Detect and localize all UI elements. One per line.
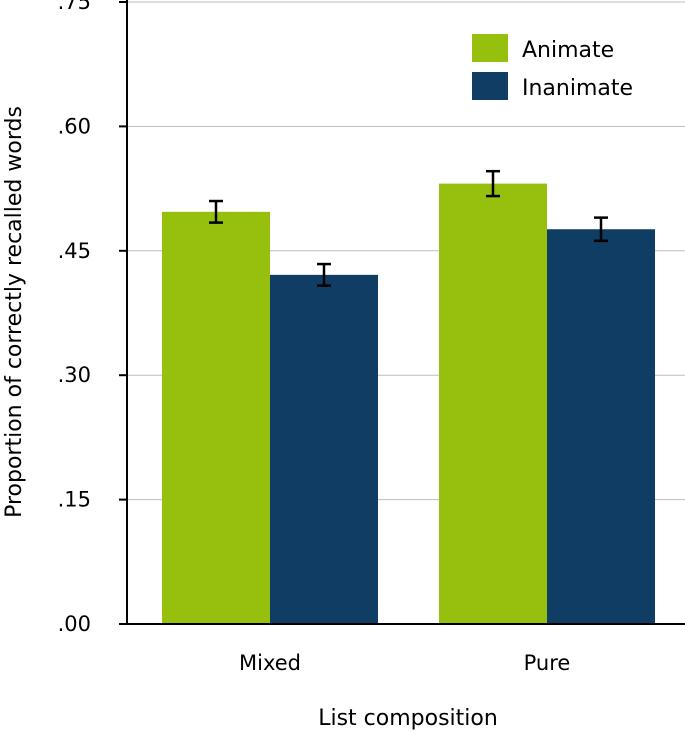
y-tick-label: .75: [58, 0, 91, 14]
legend: Animate Inanimate: [472, 34, 633, 101]
x-tick-label: Mixed: [239, 651, 301, 675]
legend-swatch-inanimate: [472, 72, 508, 100]
x-axis-title: List composition: [318, 706, 498, 731]
y-tick-label: .15: [58, 488, 91, 512]
y-tick-label: .45: [58, 239, 91, 263]
legend-label-inanimate: Inanimate: [522, 76, 633, 101]
bar-inanimate-mixed: [270, 274, 378, 624]
y-tick-label: .60: [58, 114, 91, 138]
y-axis-title: Proportion of correctly recalled words: [2, 106, 27, 518]
legend-label-animate: Animate: [522, 38, 614, 63]
axes: [126, 0, 685, 625]
y-tick-label: .00: [58, 612, 91, 636]
y-axis-ticks: .00 .15 .30 .45 .60 .75: [58, 0, 127, 636]
error-bars: [209, 169, 608, 287]
x-axis-ticks: Mixed Pure: [239, 651, 570, 675]
y-tick-label: .30: [58, 363, 91, 387]
x-tick-label: Pure: [524, 651, 571, 675]
legend-swatch-animate: [472, 34, 508, 62]
bar-inanimate-pure: [547, 229, 655, 624]
bar-animate-mixed: [162, 211, 270, 624]
bars: [162, 183, 655, 624]
bar-animate-pure: [439, 183, 547, 624]
